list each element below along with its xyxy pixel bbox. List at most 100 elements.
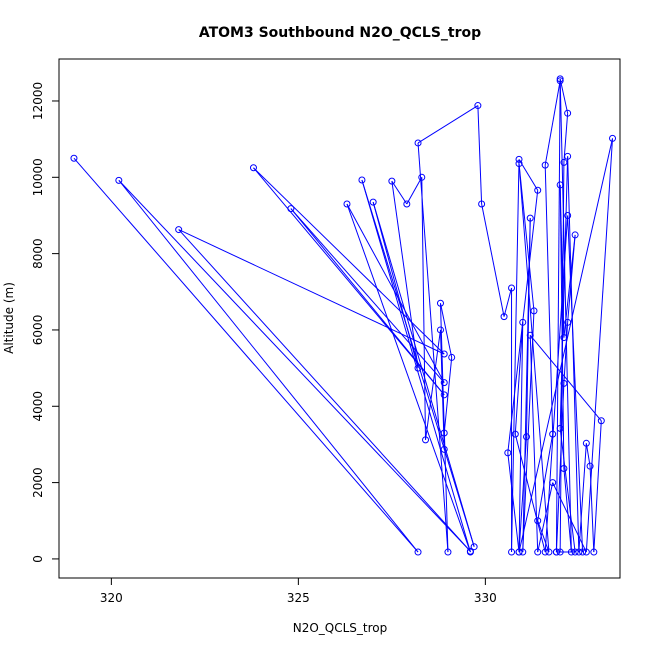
x-tick-label: 325 <box>287 591 310 605</box>
series-line-segment <box>544 80 561 166</box>
data-point <box>560 334 568 342</box>
data-point <box>115 176 123 184</box>
data-point <box>560 464 568 472</box>
y-tick-label: 8000 <box>31 238 45 269</box>
data-point <box>541 548 549 556</box>
data-point <box>556 424 564 432</box>
series-line-segment <box>518 138 614 553</box>
plot-frame <box>58 58 621 579</box>
data-point <box>440 379 448 387</box>
data-point <box>418 173 426 181</box>
data-point <box>567 548 575 556</box>
data-point <box>511 430 519 438</box>
series-line-segment <box>417 105 479 144</box>
data-point <box>560 379 568 387</box>
data-point <box>422 436 430 444</box>
data-point <box>552 548 560 556</box>
series-line-segment <box>391 180 408 205</box>
data-point <box>556 548 564 556</box>
data-point <box>358 176 366 184</box>
data-point <box>369 198 377 206</box>
x-tick-label: 320 <box>100 591 123 605</box>
data-point <box>440 429 448 437</box>
data-point <box>549 479 557 487</box>
series-line-segment <box>559 78 569 114</box>
data-point <box>586 462 594 470</box>
data-point <box>440 445 448 453</box>
series-line-segment <box>73 157 419 553</box>
data-point <box>444 548 452 556</box>
series-line-segment <box>585 138 614 553</box>
data-point <box>519 318 527 326</box>
data-point <box>541 161 549 169</box>
data-point <box>597 417 605 425</box>
series-line-segment <box>372 201 475 547</box>
series-line-segment <box>417 142 449 553</box>
series-line-segment <box>544 165 554 435</box>
series-line-segment <box>544 215 569 553</box>
series-line-segment <box>253 167 445 355</box>
series-line-segment <box>514 322 524 435</box>
data-point <box>440 350 448 358</box>
data-point <box>590 548 598 556</box>
series-line-segment <box>507 190 539 453</box>
series-line-segment <box>552 482 587 553</box>
data-point <box>609 134 617 142</box>
series-line-segment <box>178 229 471 552</box>
data-point <box>579 548 587 556</box>
data-point <box>549 430 557 438</box>
series-line-segment <box>567 156 580 553</box>
data-point <box>575 548 583 556</box>
y-tick-label: 10000 <box>31 158 45 196</box>
y-tick-label: 12000 <box>31 82 45 120</box>
series-line-segment <box>518 322 524 553</box>
series-line-segment <box>481 203 505 317</box>
x-axis-label: N2O_QCLS_trop <box>293 621 388 635</box>
y-tick-label: 6000 <box>31 315 45 346</box>
series-line-segment <box>563 468 572 553</box>
data-point <box>287 205 295 213</box>
data-point <box>526 214 534 222</box>
series-line-segment <box>477 105 483 205</box>
data-point <box>403 200 411 208</box>
data-point <box>564 318 572 326</box>
data-point <box>500 313 508 321</box>
series-line-segment <box>555 80 561 553</box>
series-line-segment <box>511 159 520 553</box>
data-point <box>534 517 542 525</box>
data-point <box>560 158 568 166</box>
series-line-segment <box>593 420 602 553</box>
data-point <box>70 154 78 162</box>
series-line-segment <box>537 520 550 553</box>
series-line-segment <box>563 322 569 384</box>
y-tick-label: 2000 <box>31 467 45 498</box>
series-line-segment <box>391 181 419 369</box>
series-line-segment <box>555 383 565 553</box>
data-point <box>556 75 564 83</box>
y-tick-label: 4000 <box>31 391 45 422</box>
series-lines <box>73 78 614 553</box>
data-point <box>523 433 530 441</box>
series-line-segment <box>421 177 427 440</box>
series-line-segment <box>178 229 445 355</box>
data-point <box>515 548 523 556</box>
data-point <box>414 139 422 147</box>
series-line-segment <box>559 78 572 553</box>
series-line-segment <box>118 180 471 552</box>
data-point <box>556 181 564 189</box>
series-line-segment <box>372 201 419 369</box>
data-point <box>414 364 422 372</box>
series-line-segment <box>507 452 520 553</box>
data-point <box>519 548 527 556</box>
data-point <box>534 186 542 194</box>
series-line-segment <box>443 357 453 434</box>
data-point <box>504 449 512 457</box>
series-line-segment <box>522 218 531 553</box>
data-point <box>515 155 523 163</box>
series-line-segment <box>503 287 513 317</box>
data-point <box>436 299 444 307</box>
y-axis-label: Altitude (m) <box>2 282 16 354</box>
series-line-segment <box>559 184 565 469</box>
data-point <box>448 353 456 361</box>
